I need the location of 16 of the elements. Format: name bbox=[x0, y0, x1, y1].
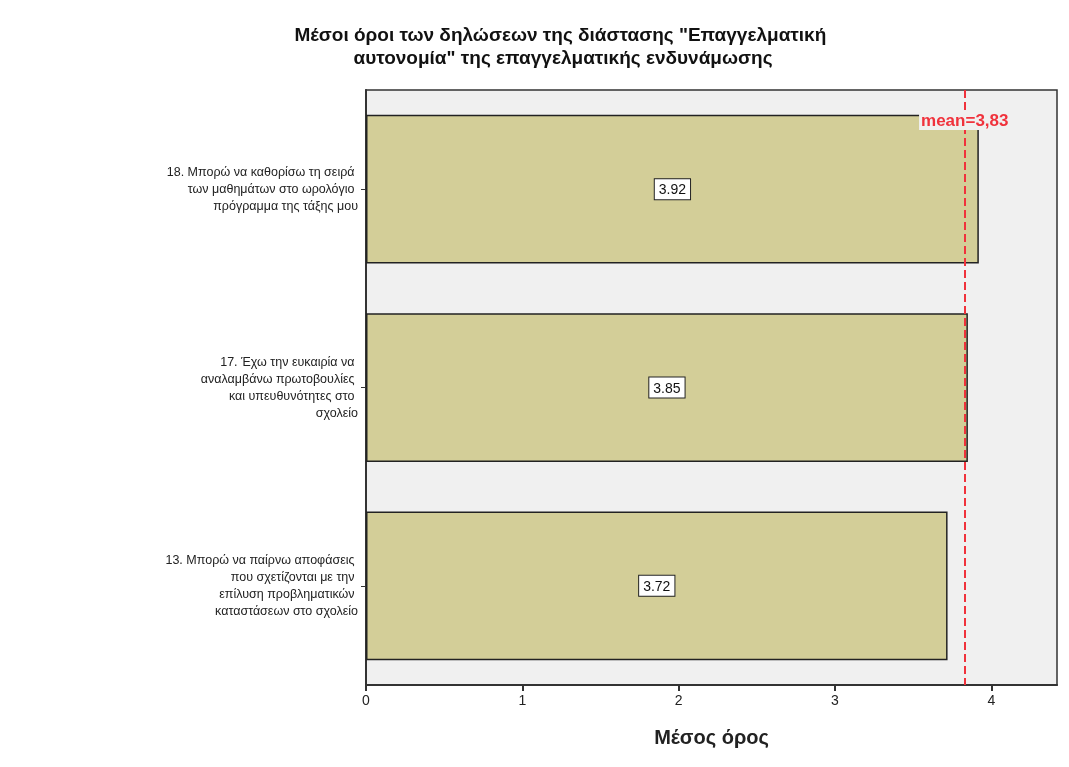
chart-title: Μέσοι όροι των δηλώσεων της διάστασης "Επαγγελματική αυτονομία" της επαγγελματικής ενδυνάμωσης bbox=[294, 24, 832, 68]
y-tick-label: 18. Μπορώ να καθορίσω τη σειρά των μαθημάτων στο ωρολόγιο πρόγραμμα της τάξης μου bbox=[166, 165, 359, 214]
y-tick-label: 13. Μπορώ να παίρνω αποφάσεις που σχετίζονται με την επίλυση προβληματικών καταστάσεων στο σχολείο bbox=[165, 553, 359, 619]
data-label: 3.92 bbox=[658, 181, 687, 198]
bar bbox=[366, 511, 948, 661]
x-axis-title: Μέσος όρος bbox=[654, 726, 769, 748]
bar bbox=[366, 313, 968, 462]
x-tick-label: 1 bbox=[518, 692, 527, 708]
data-label: 3.72 bbox=[643, 577, 671, 594]
x-tick-label: 3 bbox=[831, 692, 840, 708]
x-tick-label: 2 bbox=[674, 692, 683, 708]
data-label: 3.85 bbox=[653, 379, 681, 396]
x-tick-label: 4 bbox=[987, 692, 996, 708]
ref-line-label: mean=3,83 bbox=[921, 111, 1009, 130]
y-tick-label: 17. Έχω την ευκαιρία να αναλαμβάνω πρωτοβουλίες και υπευθυνότητες στο σχολείο bbox=[200, 355, 359, 420]
x-tick-label: 0 bbox=[362, 692, 371, 708]
